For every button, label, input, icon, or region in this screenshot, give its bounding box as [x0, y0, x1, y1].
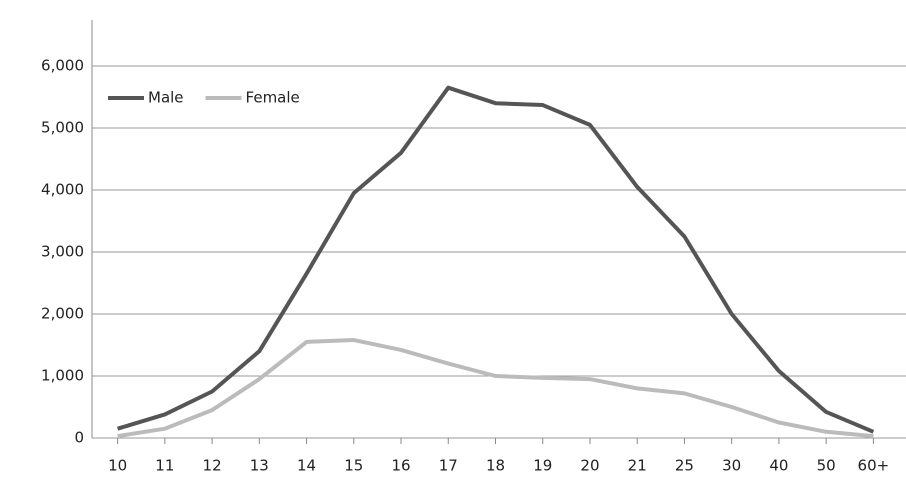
x-tick-label: 30 — [722, 457, 741, 475]
y-tick-label: 4,000 — [41, 181, 84, 199]
y-tick-label: 6,000 — [41, 57, 84, 75]
x-tick-label: 25 — [675, 457, 694, 475]
legend-label: Female — [246, 89, 300, 107]
line-series — [117, 85, 875, 434]
y-tick-label: 2,000 — [41, 305, 84, 323]
y-tick-label: 5,000 — [41, 119, 84, 137]
x-tick-label: 10 — [108, 457, 127, 475]
line-series — [117, 338, 874, 439]
x-tick-label: 13 — [250, 457, 269, 475]
x-tick-label: 12 — [203, 457, 222, 475]
legend-label: Male — [148, 89, 184, 107]
x-tick-label: 21 — [628, 457, 647, 475]
x-tick-label: 19 — [533, 457, 552, 475]
x-tick-label: 15 — [344, 457, 363, 475]
x-tick-label: 11 — [155, 457, 174, 475]
x-tick-label: 14 — [297, 457, 316, 475]
x-tick-label: 17 — [439, 457, 458, 475]
x-tick-label: 20 — [580, 457, 599, 475]
x-tick-label: 16 — [391, 457, 410, 475]
y-tick-label: 0 — [74, 429, 84, 447]
x-tick-label: 60+ — [858, 457, 890, 475]
y-tick-label: 3,000 — [41, 243, 84, 261]
x-tick-label: 40 — [769, 457, 788, 475]
x-tick-label: 18 — [486, 457, 505, 475]
y-tick-label: 1,000 — [41, 367, 84, 385]
x-tick-label: 50 — [817, 457, 836, 475]
